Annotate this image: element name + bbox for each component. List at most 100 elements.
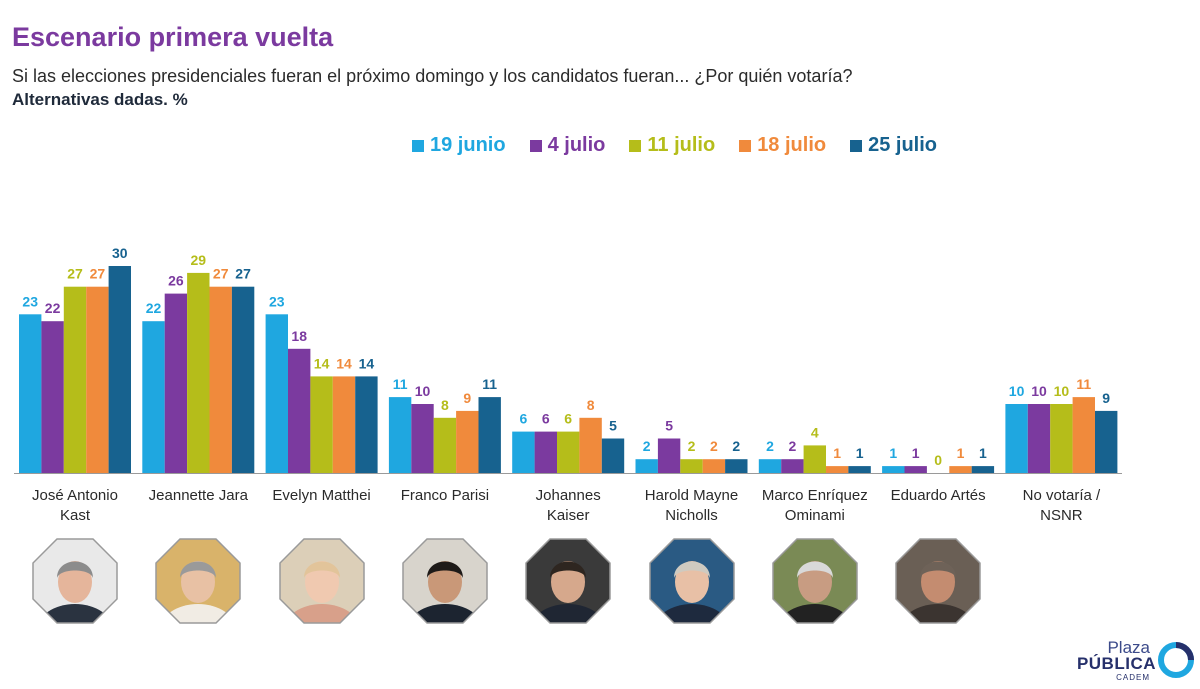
photo-face: [427, 561, 462, 603]
category-label: Nicholls: [665, 507, 718, 524]
data-label: 22: [45, 300, 61, 316]
bar: [1072, 397, 1095, 473]
data-label: 1: [833, 445, 841, 461]
logo-line-2: PÚBLICA: [1076, 654, 1156, 673]
bar: [949, 466, 972, 473]
category-label: Marco Enríquez: [762, 487, 868, 504]
bar: [310, 376, 333, 473]
data-label: 18: [291, 328, 307, 344]
candidate-photo: [32, 538, 118, 624]
candidate-photo: [895, 538, 981, 624]
data-label: 27: [67, 266, 83, 282]
photo-frame: [525, 538, 611, 624]
data-label: 6: [520, 411, 528, 427]
bar: [1027, 404, 1051, 473]
category-label: Jeannette Jara: [149, 487, 249, 504]
data-label: 10: [1054, 383, 1070, 399]
data-label: 1: [889, 445, 897, 461]
data-label: 2: [643, 438, 651, 454]
data-label: 26: [168, 273, 184, 289]
bar: [557, 431, 580, 473]
data-label: 23: [269, 293, 285, 309]
legend-swatch: [412, 139, 424, 152]
data-label: 4: [811, 424, 819, 440]
bar: [456, 410, 479, 473]
data-label: 1: [912, 445, 920, 461]
candidate-photo: [772, 538, 858, 624]
bar: [411, 404, 434, 473]
legend-swatch: [850, 139, 863, 152]
bar: [579, 417, 602, 473]
bar: [41, 321, 64, 473]
data-label: 2: [766, 438, 774, 454]
photo-hair: [796, 561, 833, 578]
legend-swatch: [529, 139, 542, 152]
plaza-publica-logo: Plaza PÚBLICA CADEM: [1076, 638, 1194, 684]
data-label: 10: [1031, 383, 1047, 399]
photo-hair: [550, 561, 587, 578]
bar: [288, 348, 311, 473]
legend-item: 11 julio: [629, 134, 715, 157]
bar: [332, 376, 356, 473]
bar: [657, 438, 681, 473]
bar: [265, 314, 288, 473]
data-label: 5: [665, 418, 673, 434]
category-label: Eduardo Artés: [891, 487, 986, 504]
photo-frame: [772, 538, 858, 624]
data-label: 1: [979, 445, 987, 461]
category-label: Harold Mayne: [645, 487, 738, 504]
data-label: 2: [732, 438, 740, 454]
bar: [19, 314, 42, 473]
category-label: Ominami: [785, 507, 845, 524]
category-label: NSNR: [1040, 507, 1083, 524]
bar: [164, 293, 188, 473]
data-label: 29: [191, 252, 207, 268]
data-label: 5: [609, 418, 617, 434]
photo-frame: [402, 538, 488, 624]
data-label: 11: [1076, 376, 1091, 392]
category-label: Evelyn Matthei: [272, 487, 370, 504]
data-label: 8: [441, 397, 449, 413]
photo-shoulders: [160, 604, 237, 623]
data-label: 6: [564, 411, 572, 427]
legend-label: 25 julio: [868, 134, 937, 156]
data-label: 10: [415, 383, 431, 399]
bar: [848, 466, 871, 473]
data-label: 27: [213, 266, 229, 282]
photo-hair: [426, 561, 463, 578]
data-label: 9: [1102, 390, 1110, 406]
bar: [63, 286, 87, 473]
bar: [209, 286, 232, 473]
bar: [680, 459, 703, 473]
legend-swatch: [629, 139, 642, 152]
data-label: 27: [235, 266, 251, 282]
bar: [702, 459, 726, 473]
bar: [108, 266, 131, 473]
photo-face: [304, 561, 339, 603]
data-label: 23: [22, 293, 38, 309]
bar: [388, 397, 412, 473]
photo-shoulders: [406, 604, 483, 623]
bar: [1095, 410, 1118, 473]
data-label: 9: [463, 390, 471, 406]
bar: [803, 445, 826, 473]
candidate-photo: [278, 538, 365, 624]
legend-label: 4 julio: [547, 134, 606, 156]
data-label: 14: [314, 355, 330, 371]
photo-shoulders: [900, 604, 977, 623]
bar: [882, 466, 905, 473]
bar: [781, 459, 804, 473]
chart-note: Alternativas dadas. %: [12, 90, 188, 109]
category-label: No votaría /: [1023, 487, 1101, 504]
category-label: Kaiser: [547, 507, 590, 524]
candidate-photo: [155, 538, 242, 624]
photo-shoulders: [283, 604, 360, 623]
photo-face: [181, 561, 216, 603]
bar: [725, 459, 748, 473]
photo-hair: [303, 561, 340, 578]
legend-label: 18 julio: [757, 134, 827, 156]
photo-shoulders: [530, 604, 607, 623]
category-label: José Antonio: [32, 487, 118, 504]
photo-face: [921, 561, 956, 603]
photo-frame: [895, 538, 981, 624]
